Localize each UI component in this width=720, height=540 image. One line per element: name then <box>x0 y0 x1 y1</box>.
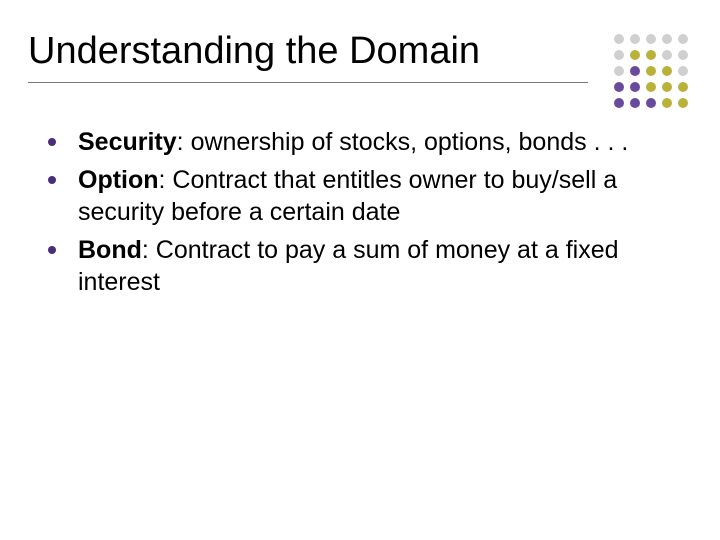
deco-dot <box>630 98 640 108</box>
list-item: Bond: Contract to pay a sum of money at … <box>48 234 666 298</box>
list-item: Option: Contract that entitles owner to … <box>48 164 666 228</box>
deco-dot <box>646 50 656 60</box>
deco-dot <box>678 66 688 76</box>
bullet-term: Bond <box>78 236 142 264</box>
bullet-text: Option: Contract that entitles owner to … <box>78 164 666 228</box>
deco-dot <box>662 50 672 60</box>
slide: Understanding the Domain Security: owner… <box>0 0 720 540</box>
list-item: Security: ownership of stocks, options, … <box>48 126 666 158</box>
bullet-icon <box>48 138 56 146</box>
deco-dot <box>678 34 688 44</box>
title-underline <box>28 82 588 83</box>
bullet-definition: : Contract to pay a sum of money at a fi… <box>78 236 619 296</box>
deco-dot <box>678 82 688 92</box>
bullet-definition: : Contract that entitles owner to buy/se… <box>78 166 617 226</box>
bullet-list: Security: ownership of stocks, options, … <box>48 126 666 304</box>
title-block: Understanding the Domain <box>28 30 600 83</box>
deco-dot <box>630 66 640 76</box>
deco-dot <box>662 34 672 44</box>
bullet-term: Option <box>78 166 159 194</box>
slide-title: Understanding the Domain <box>28 30 600 74</box>
bullet-icon <box>48 176 56 184</box>
deco-dot <box>630 50 640 60</box>
bullet-definition: : ownership of stocks, options, bonds . … <box>177 128 629 156</box>
deco-dot <box>678 50 688 60</box>
deco-dot <box>646 82 656 92</box>
deco-dot <box>646 34 656 44</box>
decorative-dot-grid <box>614 34 692 112</box>
deco-dot <box>614 50 624 60</box>
deco-dot <box>614 34 624 44</box>
deco-dot <box>662 66 672 76</box>
bullet-icon <box>48 246 56 254</box>
deco-dot <box>646 66 656 76</box>
bullet-text: Bond: Contract to pay a sum of money at … <box>78 234 666 298</box>
deco-dot <box>678 98 688 108</box>
bullet-text: Security: ownership of stocks, options, … <box>78 126 628 158</box>
deco-dot <box>614 82 624 92</box>
deco-dot <box>614 66 624 76</box>
deco-dot <box>662 98 672 108</box>
deco-dot <box>646 98 656 108</box>
deco-dot <box>630 34 640 44</box>
bullet-term: Security <box>78 128 177 156</box>
deco-dot <box>662 82 672 92</box>
deco-dot <box>614 98 624 108</box>
deco-dot <box>630 82 640 92</box>
